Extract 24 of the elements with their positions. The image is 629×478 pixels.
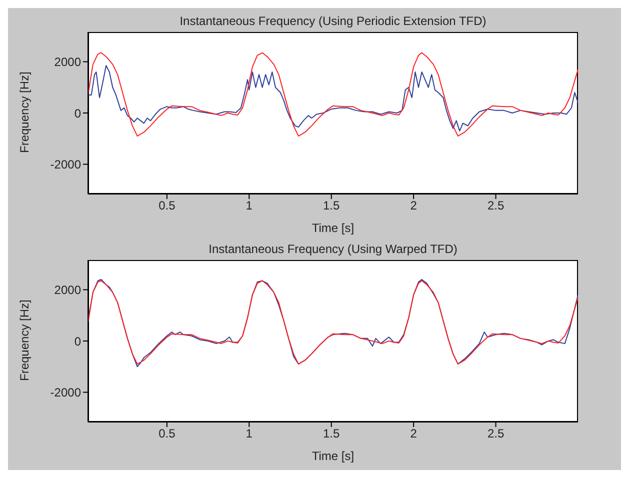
x-axis-title: Time [s] xyxy=(312,221,354,235)
line-series xyxy=(88,65,578,132)
x-tick-label: 0.5 xyxy=(158,426,176,441)
y-axis-title: Frequency [Hz] xyxy=(17,300,32,381)
x-tick-label: 0.5 xyxy=(158,198,176,213)
x-tick-label: 1 xyxy=(246,198,253,213)
y-tick-label: -2000 xyxy=(50,158,82,172)
y-tick-label: 2000 xyxy=(54,282,82,297)
y-tick-label: -2000 xyxy=(50,386,82,400)
y-tick-label: 0 xyxy=(74,334,82,348)
chart-title: Instantaneous Frequency (Using Periodic Extension TFD) xyxy=(178,14,488,28)
x-tick-label: 1.5 xyxy=(323,426,340,441)
chart-title: Instantaneous Frequency (Using Warped TFD) xyxy=(208,242,458,256)
x-tick-label: 2 xyxy=(410,426,418,441)
x-tick-label: 2.5 xyxy=(487,426,504,441)
x-tick-label: 1 xyxy=(246,426,253,441)
y-tick-label: 0 xyxy=(74,106,82,120)
x-axis-title: Time [s] xyxy=(312,449,354,463)
x-tick-label: 2.5 xyxy=(487,198,504,213)
line-series xyxy=(88,52,578,137)
x-tick-label: 1.5 xyxy=(323,198,340,213)
y-axis-title: Frequency [Hz] xyxy=(17,72,32,153)
x-tick-label: 2 xyxy=(410,198,418,213)
y-tick-label: 2000 xyxy=(54,54,82,69)
